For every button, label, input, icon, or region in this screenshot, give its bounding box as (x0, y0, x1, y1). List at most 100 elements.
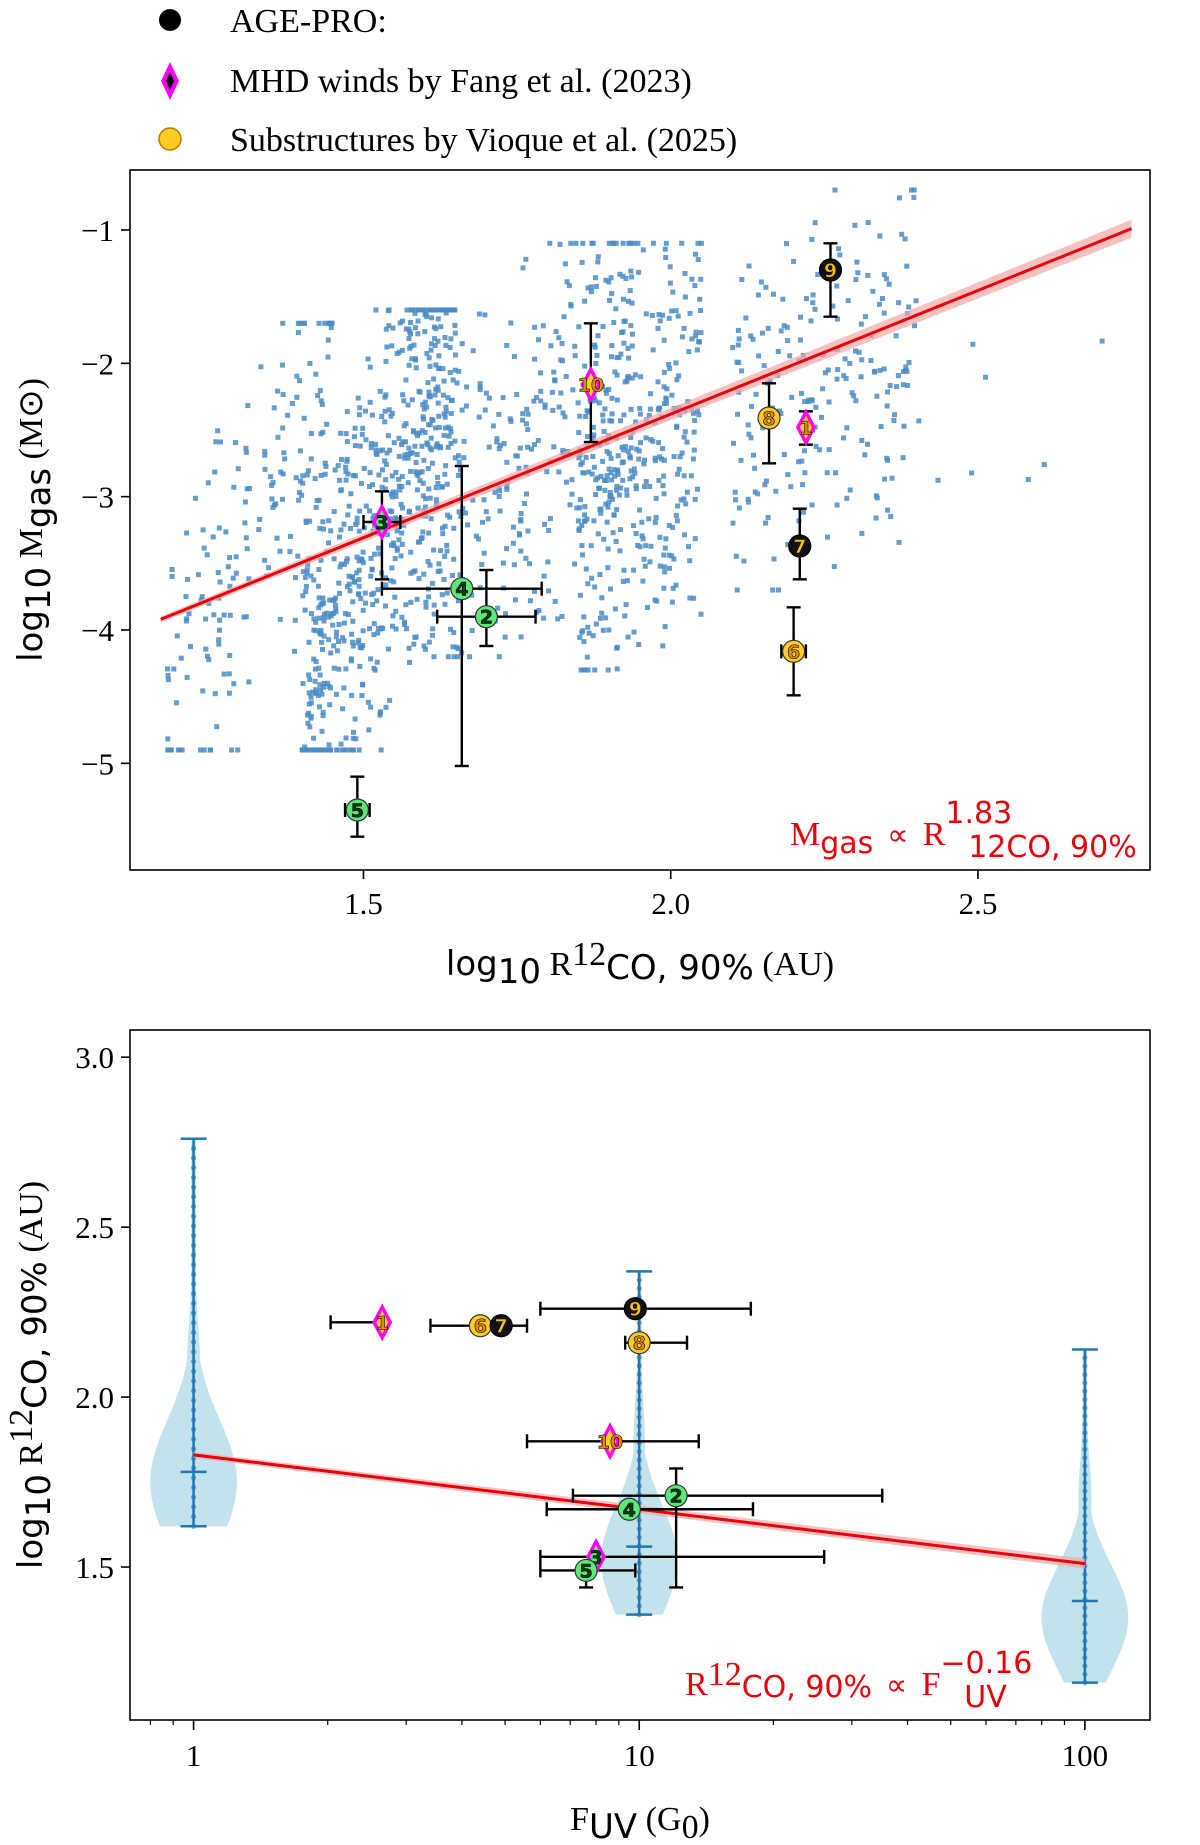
sim-disk-point (535, 438, 541, 443)
sim-disk-point (305, 561, 311, 567)
sim-disk-point (606, 279, 612, 285)
sim-disk-point (354, 515, 360, 521)
sim-disk-point (451, 654, 457, 660)
sim-disk-point (842, 356, 848, 362)
sim-disk-point (443, 463, 449, 469)
sim-disk-point (268, 474, 274, 480)
sim-disk-point (424, 351, 430, 356)
sim-disk-point (752, 465, 758, 471)
sim-disk-point (420, 529, 426, 535)
sim-disk-point (579, 543, 585, 548)
sim-disk-point (384, 344, 390, 350)
sim-disk-point (211, 612, 217, 618)
sim-disk-point (274, 535, 280, 541)
sim-disk-point (602, 487, 608, 493)
sim-disk-point (625, 634, 631, 640)
sim-disk-point (442, 425, 448, 431)
sim-disk-point (576, 527, 582, 533)
sim-disk-point (406, 336, 412, 341)
violin-sample (636, 1371, 642, 1377)
sim-disk-point (328, 325, 334, 331)
sim-disk-point (356, 747, 362, 753)
sim-disk-point (233, 440, 238, 446)
sim-disk-point (652, 519, 658, 525)
violin-sample (1082, 1571, 1088, 1577)
data-point-label: 10 (597, 1431, 623, 1453)
sim-disk-point (621, 567, 627, 573)
sim-disk-point (609, 411, 615, 417)
sim-disk-point (419, 469, 425, 475)
legend-label-age-pro: AGE-PRO: (230, 3, 387, 40)
sim-disk-point (504, 342, 510, 348)
sim-disk-point (771, 291, 776, 297)
sim-disk-point (431, 324, 437, 330)
sim-disk-point (518, 548, 524, 554)
sim-disk-point (609, 290, 615, 296)
sim-disk-point (455, 472, 461, 478)
sim-disk-point (242, 520, 248, 526)
sim-disk-point (312, 678, 318, 684)
sim-disk-point (529, 446, 534, 452)
sim-disk-point (912, 323, 917, 329)
sim-disk-point (344, 409, 350, 415)
sim-disk-point (409, 356, 415, 362)
sim-disk-point (384, 532, 390, 538)
sim-disk-point (420, 480, 426, 486)
sim-disk-point (623, 602, 629, 607)
violin-sample (1082, 1505, 1088, 1511)
sim-disk-point (383, 575, 388, 581)
sim-disk-point (582, 512, 587, 518)
sim-disk-point (674, 423, 680, 429)
data-point-label: 5 (351, 800, 364, 822)
sim-disk-point (213, 439, 219, 445)
sim-disk-point (435, 480, 441, 486)
sim-disk-point (216, 525, 222, 531)
sim-disk-point (176, 747, 181, 753)
sim-disk-point (605, 546, 611, 552)
sim-disk-point (402, 452, 408, 458)
sim-disk-point (577, 413, 583, 419)
sim-disk-point (652, 597, 658, 603)
sim-disk-point (578, 667, 584, 673)
sim-disk-point (593, 492, 599, 498)
sim-disk-point (442, 414, 448, 420)
sim-disk-point (576, 430, 582, 436)
legend-label-substructures: Substructures by Vioque et al. (2025) (230, 122, 737, 159)
sim-disk-point (538, 398, 544, 404)
sim-disk-point (305, 468, 311, 474)
sim-disk-point (317, 704, 322, 710)
violin-sample (1082, 1480, 1088, 1486)
sim-disk-point (280, 362, 285, 368)
sim-disk-point (662, 569, 668, 575)
sim-disk-point (568, 240, 574, 246)
sim-disk-point (326, 742, 332, 748)
sim-disk-point (606, 627, 612, 633)
sim-disk-point (497, 442, 503, 448)
sim-disk-point (621, 447, 627, 453)
sim-disk-point (547, 516, 553, 522)
sim-disk-point (451, 525, 457, 531)
sim-disk-point (592, 398, 598, 404)
sim-disk-point (449, 307, 455, 313)
sim-disk-point (217, 627, 222, 633)
sim-disk-point (559, 340, 565, 346)
sim-disk-point (369, 592, 375, 598)
sim-disk-point (193, 495, 198, 501)
violin-sample (1082, 1455, 1088, 1461)
sim-disk-point (333, 634, 339, 640)
sim-disk-point (639, 519, 645, 525)
sim-disk-point (856, 349, 862, 355)
sim-disk-point (534, 394, 539, 400)
sim-disk-point (320, 429, 326, 435)
sim-disk-point (605, 565, 611, 571)
sim-disk-point (389, 494, 395, 500)
sim-disk-point (357, 405, 363, 411)
sim-disk-point (313, 687, 319, 693)
sim-disk-point (375, 587, 381, 593)
sim-disk-point (243, 535, 249, 541)
sim-disk-point (420, 402, 426, 408)
sim-disk-point (370, 516, 376, 522)
sim-disk-point (667, 280, 673, 286)
sim-disk-point (414, 596, 420, 602)
sim-disk-point (343, 666, 349, 672)
